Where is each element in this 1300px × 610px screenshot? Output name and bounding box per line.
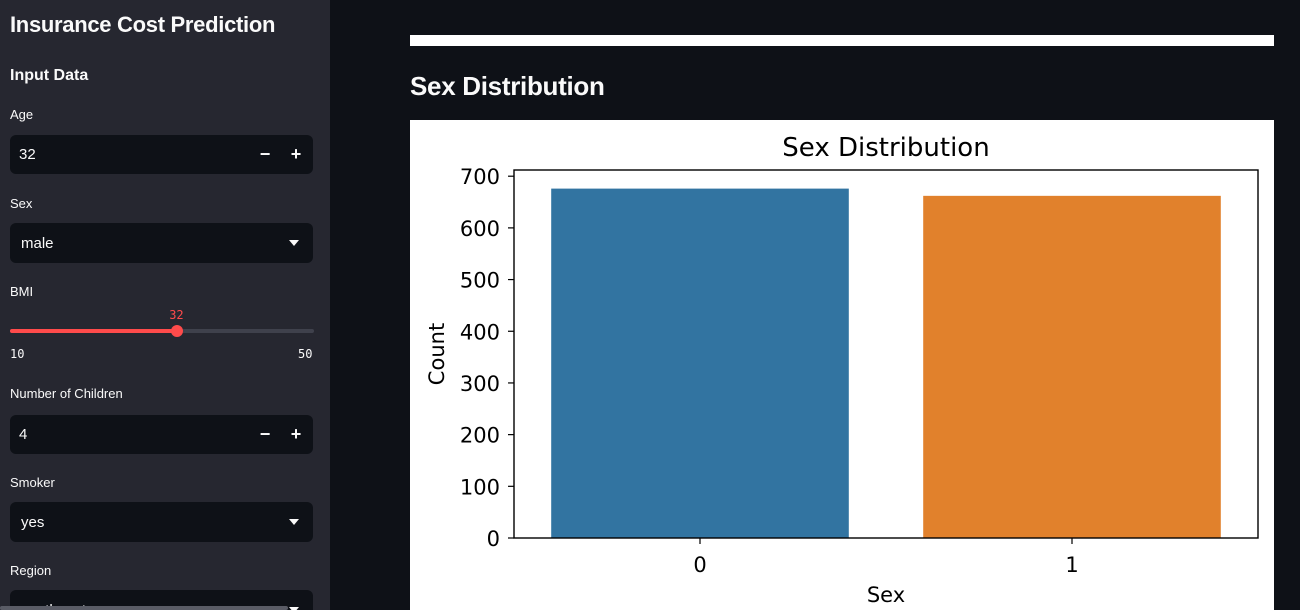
y-tick-label-600: 600 (460, 217, 500, 241)
chevron-down-icon (289, 607, 299, 610)
chevron-down-icon (289, 240, 299, 246)
chevron-down-icon (289, 519, 299, 525)
bmi-slider-max: 50 (298, 347, 313, 361)
x-tick-label-0: 0 (693, 553, 706, 577)
y-tick-label-100: 100 (460, 475, 500, 499)
chart-title: Sex Distribution (782, 133, 989, 163)
chart-container: Sex Distribution 0 1 0 100 200 300 400 500 600 700… (410, 120, 1274, 610)
y-tick-label-0: 0 (487, 527, 500, 551)
age-label: Age (10, 107, 34, 122)
sex-selected-value: male (21, 235, 54, 252)
smoker-select[interactable]: yes (10, 502, 313, 542)
main-content: Sex Distribution Sex Distribution 0 1 0 100 2… (330, 0, 1300, 610)
y-tick-label-300: 300 (460, 372, 500, 396)
bmi-slider-value: 32 (169, 308, 184, 322)
y-axis-label: Count (425, 323, 449, 385)
bmi-slider-fill (10, 329, 178, 333)
top-divider (410, 35, 1274, 46)
sex-select[interactable]: male (10, 223, 313, 263)
input-data-heading: Input Data (10, 67, 89, 84)
plot-frame (513, 169, 1259, 539)
bmi-slider-track[interactable] (10, 329, 314, 333)
bar-1 (923, 195, 1221, 538)
app-title: Insurance Cost Prediction (10, 12, 276, 37)
x-axis-label: Sex (867, 583, 905, 607)
sidebar: Insurance Cost Prediction Input Data Age… (0, 0, 330, 610)
y-tick-label-200: 200 (460, 424, 500, 448)
children-label: Number of Children (10, 386, 123, 401)
bmi-slider-thumb[interactable] (171, 325, 184, 337)
bar-chart: Sex Distribution 0 1 0 100 200 300 400 500 600 700… (425, 133, 1259, 607)
page-heading: Sex Distribution (410, 71, 605, 101)
smoker-label: Smoker (10, 475, 55, 490)
age-value[interactable]: 32 (19, 146, 36, 163)
age-input[interactable]: 32 − + (10, 135, 313, 174)
children-value[interactable]: 4 (19, 426, 28, 443)
children-increment-button[interactable]: + (290, 424, 302, 444)
x-tick-label-1: 1 (1065, 553, 1078, 577)
age-decrement-button[interactable]: − (259, 144, 271, 164)
smoker-selected-value: yes (21, 514, 45, 531)
sidebar-scrollbar[interactable] (0, 606, 288, 610)
y-tick-label-700: 700 (460, 165, 500, 189)
children-input[interactable]: 4 − + (10, 415, 313, 454)
age-increment-button[interactable]: + (290, 144, 302, 164)
region-label: Region (10, 563, 52, 578)
bmi-label: BMI (10, 284, 34, 299)
sex-label: Sex (10, 196, 33, 211)
y-tick-label-400: 400 (460, 320, 500, 344)
bar-0 (551, 188, 849, 538)
children-decrement-button[interactable]: − (259, 424, 271, 444)
bmi-slider-min: 10 (10, 347, 25, 361)
y-tick-label-500: 500 (460, 269, 500, 293)
